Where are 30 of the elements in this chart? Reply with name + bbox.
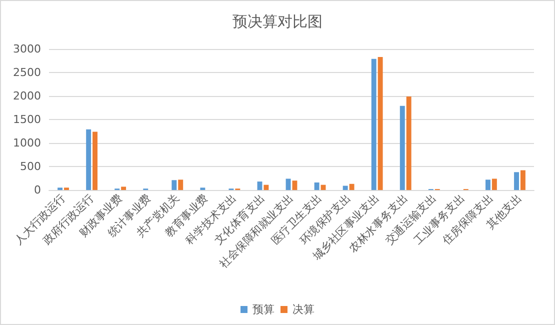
y-tick-label: 500 bbox=[20, 160, 41, 173]
y-tick-label: 3000 bbox=[13, 42, 41, 56]
chart-title: 预决算对比图 bbox=[232, 12, 322, 30]
bar bbox=[371, 58, 376, 190]
y-tick-label: 1500 bbox=[13, 113, 41, 126]
bar bbox=[406, 96, 412, 190]
bar bbox=[121, 186, 126, 190]
y-tick-label: 2000 bbox=[13, 90, 41, 102]
bar bbox=[286, 178, 291, 190]
bar bbox=[178, 180, 184, 190]
y-tick-label: 2500 bbox=[13, 66, 41, 79]
y-tick-label: 1000 bbox=[13, 136, 41, 150]
bar bbox=[520, 170, 526, 190]
bar bbox=[172, 180, 177, 190]
bar bbox=[400, 106, 405, 190]
bar bbox=[486, 180, 490, 190]
bar bbox=[492, 178, 497, 190]
bar bbox=[257, 182, 262, 190]
legend-label: 预算 bbox=[252, 303, 274, 316]
bar bbox=[292, 180, 298, 190]
legend-label: 决算 bbox=[292, 303, 314, 316]
bar bbox=[92, 132, 98, 190]
bar bbox=[349, 184, 354, 190]
bar bbox=[342, 186, 348, 190]
bar bbox=[378, 56, 383, 190]
bar bbox=[514, 172, 519, 190]
y-tick-label: 0 bbox=[34, 184, 41, 196]
bar bbox=[86, 129, 92, 190]
bar bbox=[314, 182, 320, 190]
bar bbox=[264, 184, 269, 190]
